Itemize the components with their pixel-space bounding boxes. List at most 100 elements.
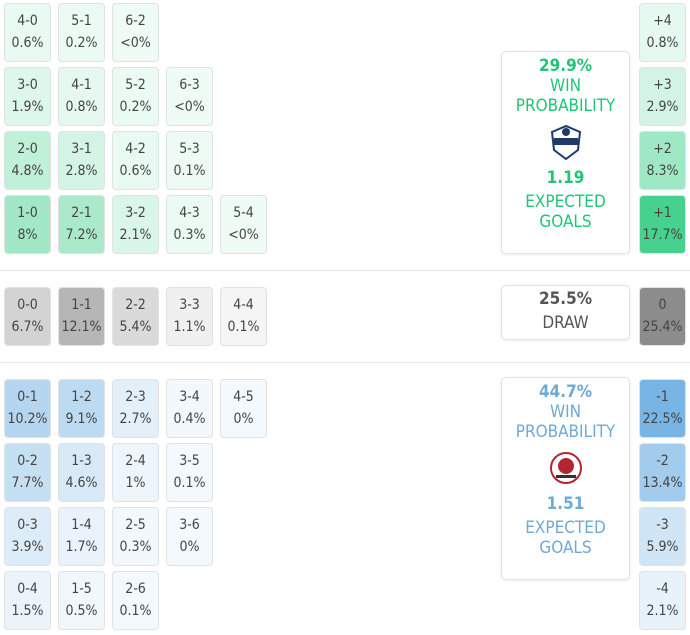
probability: 22.5% [642,411,683,427]
score: +4 [653,13,672,29]
score-cell: 5-4 <0% [220,195,267,254]
score-cell: 3-6 0% [166,507,213,566]
score: 5-4 [233,205,254,221]
probability: 25.4% [642,319,683,335]
score: 3-6 [179,517,200,533]
probability: 12.1% [61,319,102,335]
win-label: WIN PROBABILITY [515,76,616,116]
score-cell: 0-1 10.2% [4,379,51,438]
score: 3-5 [179,453,200,469]
probability: 1% [125,475,146,491]
probability: 7.7% [11,475,44,491]
score-cell: +4 0.8% [639,3,686,62]
score: 5-3 [179,141,200,157]
score-cell: 1-5 0.5% [58,571,105,630]
score-cell: 3-4 0.4% [166,379,213,438]
probability: 0.6% [11,35,44,51]
probability: 1.9% [11,99,44,115]
score: 1-1 [71,297,92,313]
probability: 17.7% [642,227,683,243]
score-cell: +1 17.7% [639,195,686,254]
probability: 8.3% [646,163,679,179]
probability: <0% [120,35,151,51]
probability: 7.2% [65,227,98,243]
probability: 0.8% [65,99,98,115]
probability: 1.5% [11,603,44,619]
score: 6-3 [179,77,200,93]
score-cell: 3-3 1.1% [166,287,213,346]
score: 4-2 [125,141,146,157]
probability: 5.9% [646,539,679,555]
score-cell: 2-0 4.8% [4,131,51,190]
score-cell: 3-1 2.8% [58,131,105,190]
score: -2 [656,453,669,469]
score-cell: 2-1 7.2% [58,195,105,254]
score: +3 [653,77,672,93]
home-card: 29.9% WIN PROBABILITY 1.19 EXPECTED GOAL… [501,51,630,254]
probability: 1.1% [173,319,206,335]
score: 1-5 [71,581,92,597]
probability: 0.2% [119,99,152,115]
home-logo [550,124,581,161]
score-cell: 3-0 1.9% [4,67,51,126]
probability: 4.8% [11,163,44,179]
probability: 0.2% [65,35,98,51]
score: -4 [656,581,669,597]
score-cell: 4-1 0.8% [58,67,105,126]
probability: 4.6% [65,475,98,491]
score-cell: +3 2.9% [639,67,686,126]
probability: 13.4% [642,475,683,491]
score: -1 [656,389,669,405]
score-cell: 5-3 0.1% [166,131,213,190]
probability: 0.3% [119,539,152,555]
probability: <0% [228,227,259,243]
win-probability: 44.7% [538,382,593,402]
score: +2 [653,141,672,157]
score-cell: 5-2 0.2% [112,67,159,126]
probability: 0.6% [119,163,152,179]
probability: 2.1% [646,603,679,619]
score-cell: -4 2.1% [639,571,686,630]
score-cell: 4-2 0.6% [112,131,159,190]
score-cell: 0-3 3.9% [4,507,51,566]
score-cell: 4-3 0.3% [166,195,213,254]
probability: 3.9% [11,539,44,555]
score: -3 [656,517,669,533]
score-cell: 0-4 1.5% [4,571,51,630]
score: 1-3 [71,453,92,469]
score: 3-3 [179,297,200,313]
score-cell: 2-6 0.1% [112,571,159,630]
score: 0-0 [17,297,38,313]
probability: 0% [179,539,200,555]
score: 6-2 [125,13,146,29]
probability: 2.7% [119,411,152,427]
score-cell: 3-5 0.1% [166,443,213,502]
probability: 1.7% [65,539,98,555]
score: 3-4 [179,389,200,405]
probability: 2.8% [65,163,98,179]
probability: 0.5% [65,603,98,619]
score: 0-4 [17,581,38,597]
score-cell: 2-2 5.4% [112,287,159,346]
win-probability: 29.9% [538,56,593,76]
score-cell: 1-3 4.6% [58,443,105,502]
probability: 0.8% [646,35,679,51]
score-cell: 6-2 <0% [112,3,159,62]
score-cell: 1-4 1.7% [58,507,105,566]
score-cell: 1-2 9.1% [58,379,105,438]
score: 2-2 [125,297,146,313]
expected-label: EXPECTED GOALS [525,192,606,232]
divider [0,362,690,363]
draw-card: 25.5% DRAW [501,285,630,340]
score-cell: 5-1 0.2% [58,3,105,62]
probability: 9.1% [65,411,98,427]
away-logo [549,452,582,484]
score: 4-3 [179,205,200,221]
score-cell: 1-1 12.1% [58,287,105,346]
probability: 0% [233,411,254,427]
score-cell: 0-2 7.7% [4,443,51,502]
score: 2-3 [125,389,146,405]
score-cell: 4-4 0.1% [220,287,267,346]
score: 2-6 [125,581,146,597]
probability: 6.7% [11,319,44,335]
